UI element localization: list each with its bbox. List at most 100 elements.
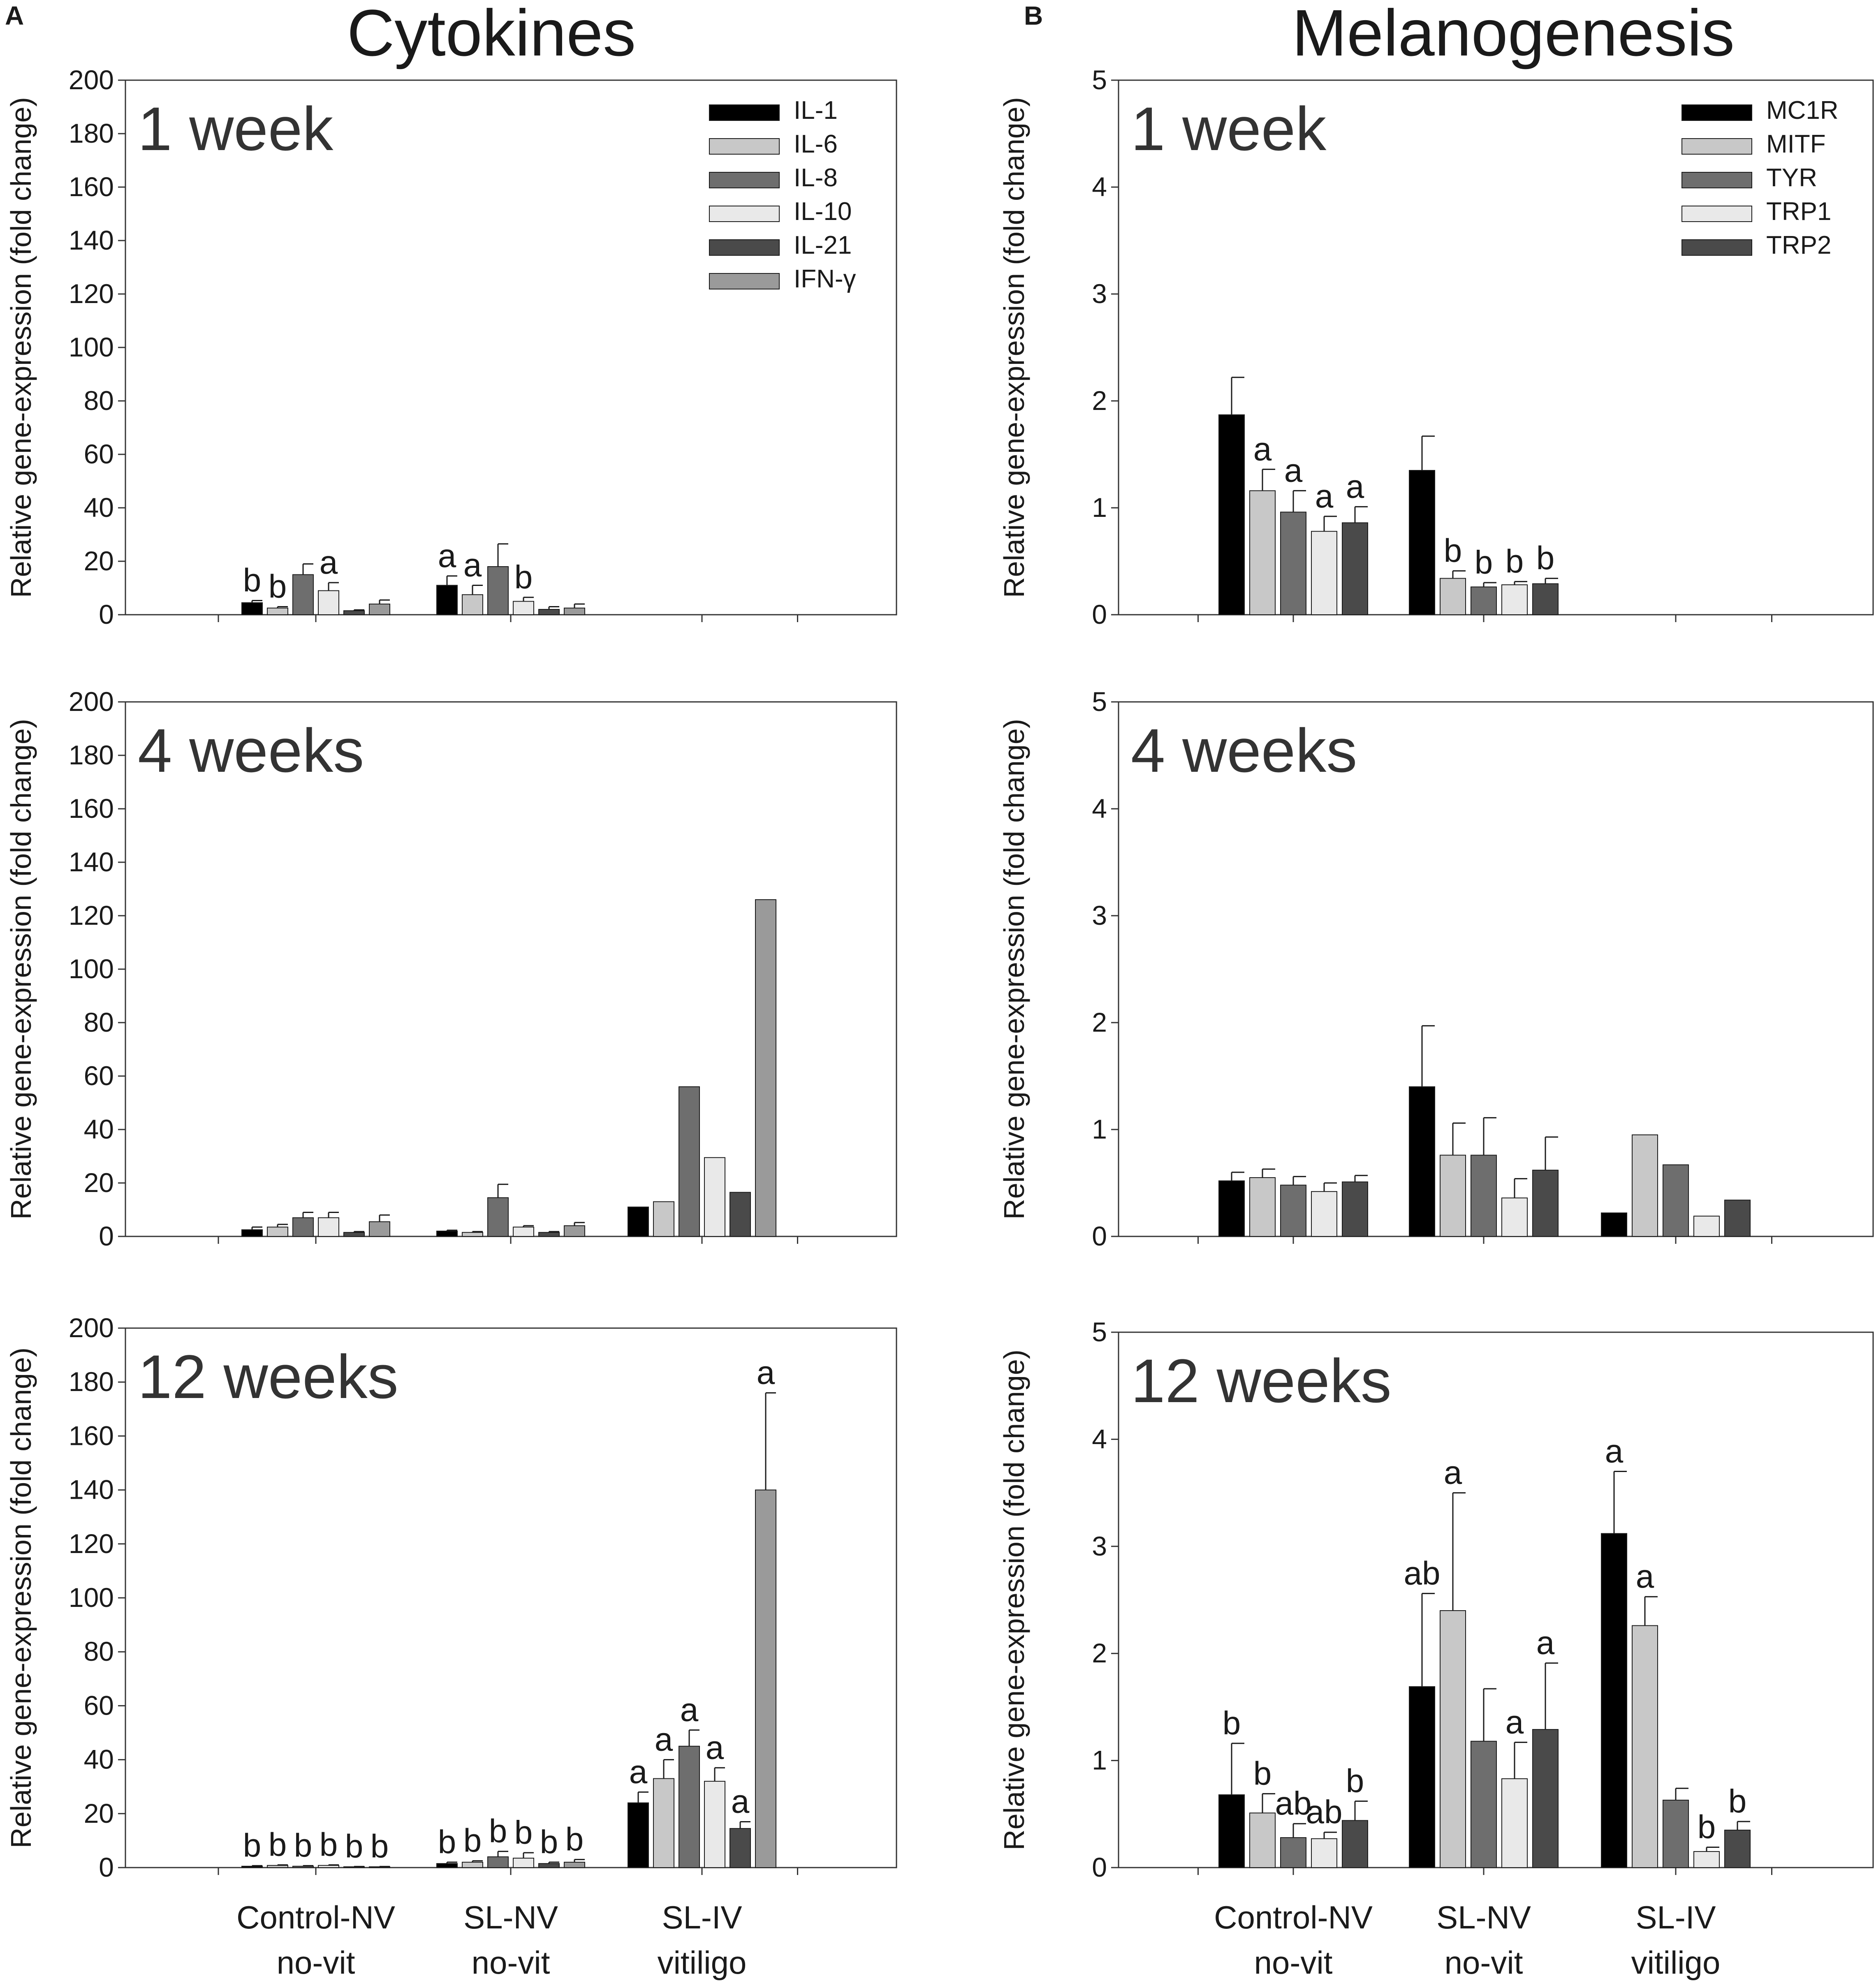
- chart-a2: 0 20 40 60 80 100 120 140 160 180 200 Relative gene…: [5, 686, 897, 1251]
- legend-label: TRP1: [1766, 197, 1831, 226]
- bar-il-10: [704, 1781, 725, 1868]
- bar-il-1: [436, 1231, 458, 1237]
- y-tick-label: 2: [1092, 385, 1107, 416]
- bar-il-21: [730, 1192, 751, 1237]
- bar-il-1: [436, 1863, 458, 1868]
- bar-tyr: [1280, 1837, 1306, 1868]
- bar-il-10: [318, 1865, 339, 1868]
- significance-label: a: [731, 1783, 750, 1819]
- significance-label: a: [1284, 452, 1303, 488]
- y-tick-label: 160: [69, 171, 114, 202]
- time-point-label: 1 week: [1131, 94, 1327, 163]
- y-axis-title: Relative gene-expression (fold change): [5, 1347, 37, 1848]
- legend-swatch: [709, 239, 780, 256]
- bar-trp1: [1311, 531, 1337, 615]
- significance-label: b: [371, 1828, 389, 1864]
- bar-il-6: [267, 607, 288, 615]
- significance-label: ab: [1275, 1785, 1312, 1822]
- significance-label: b: [540, 1824, 558, 1860]
- bar-ifn-: [755, 1489, 776, 1868]
- bar-mitf: [1632, 1625, 1658, 1868]
- panel-b-letter: B: [1024, 1, 1043, 30]
- y-tick-label: 140: [69, 225, 114, 255]
- y-tick-label: 100: [69, 954, 114, 984]
- time-point-label: 12 weeks: [1131, 1346, 1392, 1415]
- a-category-1-line1: Control-NV: [236, 1899, 395, 1935]
- significance-label: a: [757, 1354, 775, 1391]
- bar-trp2: [1342, 1820, 1368, 1868]
- y-tick-label: 60: [84, 1690, 114, 1720]
- significance-label: a: [463, 547, 482, 583]
- a-category-3-line1: SL-IV: [662, 1899, 742, 1935]
- legend-label: IL-10: [794, 197, 852, 226]
- time-point-label: 4 weeks: [138, 716, 364, 785]
- y-tick-label: 140: [69, 847, 114, 877]
- significance-label: a: [1444, 1454, 1462, 1491]
- y-axis-title: Relative gene-expression (fold change): [998, 719, 1030, 1220]
- bar-il-21: [538, 609, 560, 615]
- legend-swatch: [1681, 239, 1752, 256]
- y-tick-label: 180: [69, 1366, 114, 1397]
- bar-trp2: [1532, 1169, 1559, 1237]
- significance-label: b: [243, 562, 262, 599]
- chart-a1: 0 20 40 60 80 100 120 140 160 180 200 Relative gene…: [5, 65, 897, 630]
- bar-trp2: [1342, 1181, 1368, 1237]
- y-tick-label: 40: [84, 1114, 114, 1144]
- significance-label: a: [1253, 431, 1272, 467]
- bar-trp2: [1724, 1829, 1751, 1868]
- bar-trp2: [1532, 583, 1559, 615]
- y-tick-label: 1: [1092, 1114, 1107, 1144]
- y-tick-label: 120: [69, 278, 114, 309]
- y-tick-label: 5: [1092, 65, 1107, 95]
- y-tick-label: 20: [84, 1167, 114, 1198]
- bar-il-10: [513, 601, 534, 615]
- bar-il-6: [267, 1865, 288, 1868]
- significance-label: ab: [1306, 1794, 1343, 1830]
- significance-label: a: [706, 1729, 724, 1766]
- bar-mitf: [1440, 578, 1466, 615]
- bar-il-6: [653, 1201, 674, 1237]
- b-category-1-line2: no-vit: [1254, 1944, 1333, 1981]
- time-point-label: 4 weeks: [1131, 716, 1357, 785]
- significance-label: b: [463, 1822, 482, 1859]
- y-tick-label: 120: [69, 900, 114, 931]
- bar-ifn-: [564, 607, 585, 615]
- y-tick-label: 60: [84, 1060, 114, 1091]
- bar-trp2: [1532, 1729, 1559, 1868]
- bar-ifn-: [564, 1225, 585, 1237]
- bar-trp2: [1724, 1199, 1751, 1237]
- a-category-2-line1: SL-NV: [463, 1899, 558, 1935]
- y-tick-label: 0: [1092, 1852, 1107, 1882]
- bar-mc1r: [1218, 1794, 1245, 1868]
- bar-il-8: [487, 1856, 509, 1868]
- bar-il-21: [730, 1828, 751, 1868]
- legend-label: IL-21: [794, 231, 852, 259]
- y-tick-label: 180: [69, 118, 114, 148]
- bar-mc1r: [1409, 1086, 1435, 1237]
- bar-il-8: [292, 574, 314, 615]
- bar-il-6: [462, 1232, 483, 1237]
- chart-b1: 0 1 2 3 4 5 Relative gene-expression (fold cha…: [998, 65, 1874, 630]
- bar-il-21: [538, 1863, 560, 1868]
- legend-swatch: [709, 273, 780, 289]
- bar-il-1: [436, 585, 458, 615]
- legend-swatch: [709, 104, 780, 121]
- significance-label: a: [1636, 1558, 1654, 1595]
- y-tick-label: 5: [1092, 686, 1107, 717]
- y-tick-label: 40: [84, 1744, 114, 1775]
- y-tick-label: 80: [84, 1636, 114, 1667]
- b-category-3-line1: SL-IV: [1635, 1899, 1716, 1935]
- significance-label: a: [1605, 1433, 1624, 1470]
- significance-label: a: [680, 1691, 699, 1728]
- chart-a3: 0 20 40 60 80 100 120 140 160 180 200 Relative gene…: [5, 1312, 897, 1882]
- significance-label: b: [514, 1814, 533, 1851]
- legend-label: IL-8: [794, 164, 838, 192]
- b-category-2-line2: no-vit: [1445, 1944, 1523, 1981]
- b-category-1-line1: Control-NV: [1214, 1899, 1373, 1935]
- y-tick-label: 0: [99, 1221, 114, 1251]
- bar-mitf: [1632, 1134, 1658, 1237]
- legend-label: TRP2: [1766, 231, 1831, 259]
- significance-label: b: [243, 1827, 262, 1863]
- significance-label: b: [489, 1813, 507, 1849]
- bar-mc1r: [1218, 1180, 1245, 1237]
